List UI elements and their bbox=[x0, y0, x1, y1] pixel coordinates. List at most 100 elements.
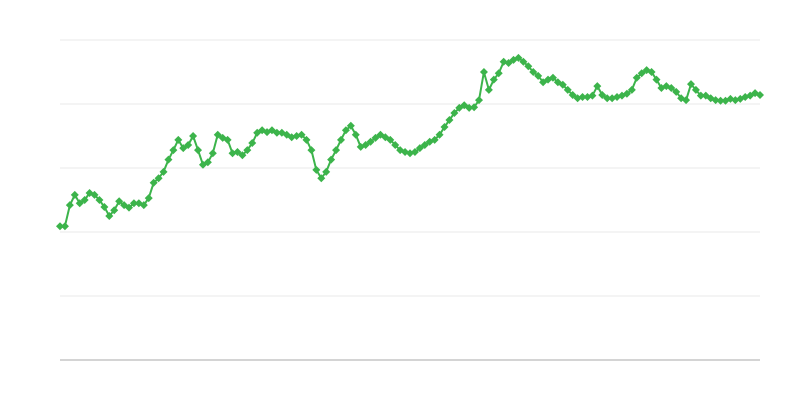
data-point bbox=[139, 201, 148, 210]
data-point bbox=[558, 80, 567, 89]
data-point bbox=[208, 149, 217, 158]
data-point bbox=[213, 130, 222, 139]
data-point bbox=[351, 130, 360, 139]
data-point bbox=[75, 199, 84, 208]
data-point bbox=[622, 89, 631, 98]
data-point bbox=[440, 123, 449, 132]
data-point bbox=[203, 158, 212, 167]
data-point bbox=[361, 140, 370, 149]
data-point bbox=[65, 201, 74, 210]
data-point bbox=[578, 92, 587, 101]
data-point bbox=[100, 203, 109, 212]
data-point bbox=[504, 59, 513, 68]
data-point bbox=[110, 206, 119, 215]
data-point bbox=[80, 196, 89, 204]
data-point bbox=[243, 146, 252, 155]
data-point bbox=[534, 71, 543, 80]
data-point bbox=[115, 197, 124, 206]
data-point bbox=[682, 96, 691, 105]
data-point bbox=[322, 167, 331, 176]
data-point bbox=[332, 146, 341, 155]
data-point bbox=[302, 135, 311, 144]
data-point bbox=[652, 75, 661, 84]
data-point bbox=[420, 140, 429, 149]
data-point bbox=[529, 68, 538, 76]
data-point bbox=[184, 140, 193, 149]
data-point bbox=[386, 135, 395, 144]
data-point bbox=[489, 75, 498, 84]
data-point bbox=[169, 146, 178, 155]
data-point bbox=[548, 73, 557, 82]
data-point bbox=[125, 203, 134, 212]
data-point bbox=[430, 135, 439, 144]
data-point bbox=[144, 194, 153, 203]
data-point bbox=[129, 199, 138, 208]
data-point bbox=[499, 57, 508, 66]
data-point bbox=[568, 91, 577, 100]
data-point bbox=[154, 174, 163, 183]
data-point bbox=[312, 165, 321, 174]
data-point bbox=[174, 135, 183, 144]
data-point bbox=[60, 222, 69, 231]
data-point bbox=[756, 91, 764, 100]
data-point bbox=[667, 84, 676, 92]
data-point bbox=[248, 139, 257, 148]
data-point bbox=[70, 190, 79, 199]
data-point bbox=[711, 96, 720, 105]
data-point bbox=[410, 148, 419, 156]
data-point bbox=[391, 140, 400, 149]
data-point bbox=[672, 87, 681, 96]
data-point bbox=[341, 126, 350, 135]
data-point bbox=[465, 103, 474, 112]
data-point bbox=[194, 146, 203, 155]
data-point bbox=[637, 69, 646, 78]
data-point bbox=[366, 137, 375, 146]
data-point bbox=[346, 121, 355, 130]
data-point bbox=[475, 96, 484, 105]
data-point bbox=[371, 133, 380, 142]
data-point bbox=[56, 222, 64, 231]
data-point bbox=[164, 155, 173, 164]
data-point bbox=[647, 68, 656, 76]
data-point bbox=[189, 132, 198, 140]
data-point bbox=[519, 57, 528, 66]
data-point bbox=[238, 151, 247, 160]
data-point bbox=[327, 155, 336, 164]
data-point bbox=[588, 91, 597, 100]
data-point bbox=[691, 85, 700, 94]
data-point bbox=[696, 91, 705, 100]
data-line bbox=[60, 56, 761, 228]
data-point bbox=[716, 96, 725, 105]
data-point bbox=[317, 174, 326, 183]
data-point bbox=[627, 85, 636, 94]
data-point bbox=[435, 130, 444, 139]
data-point bbox=[514, 53, 523, 62]
data-point bbox=[593, 82, 602, 91]
data-point bbox=[105, 212, 114, 220]
data-point bbox=[598, 91, 607, 100]
data-point bbox=[632, 73, 641, 82]
data-point bbox=[415, 144, 424, 153]
data-point bbox=[563, 85, 572, 94]
data-point bbox=[149, 178, 158, 187]
data-point bbox=[307, 146, 316, 155]
data-point bbox=[494, 69, 503, 78]
data-point bbox=[603, 94, 612, 103]
data-point bbox=[179, 144, 188, 153]
data-point bbox=[297, 130, 306, 139]
data-point bbox=[479, 68, 488, 76]
data-point bbox=[445, 116, 454, 124]
data-point bbox=[90, 190, 99, 199]
data-point bbox=[470, 103, 479, 112]
data-point bbox=[686, 80, 695, 89]
data-point bbox=[233, 148, 242, 156]
data-point bbox=[484, 85, 493, 94]
data-point bbox=[336, 135, 345, 144]
data-point bbox=[223, 135, 232, 144]
data-point bbox=[524, 62, 533, 71]
data-point bbox=[450, 108, 459, 117]
data-point bbox=[272, 128, 281, 137]
data-point bbox=[159, 167, 168, 176]
